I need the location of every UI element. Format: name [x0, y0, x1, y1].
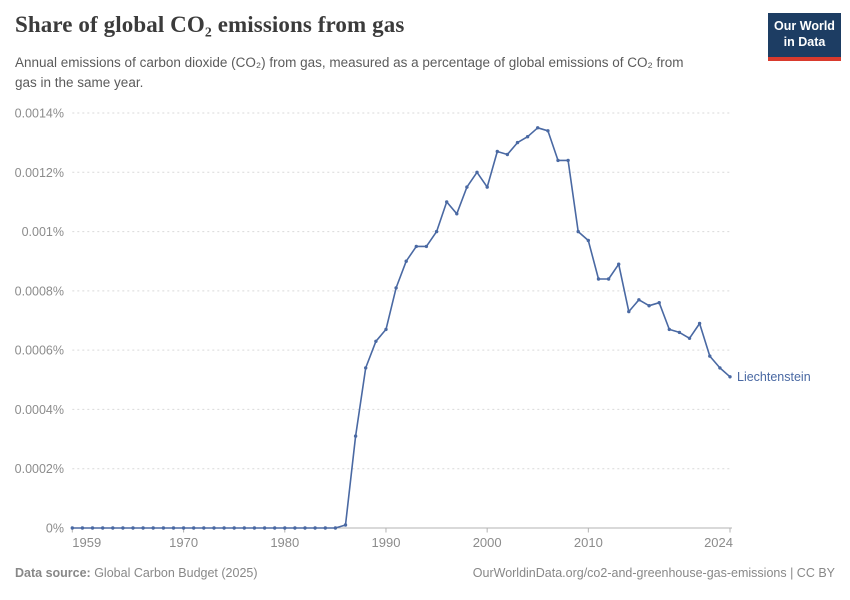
- data-point: [80, 526, 85, 530]
- owid-logo: Our World in Data: [768, 13, 841, 61]
- data-point: [536, 126, 540, 130]
- data-point: [262, 526, 267, 530]
- data-point: [505, 152, 510, 157]
- data-point: [647, 304, 651, 308]
- data-point: [131, 526, 135, 530]
- data-point: [515, 140, 520, 145]
- data-point: [434, 229, 439, 234]
- data-point: [252, 526, 257, 530]
- line-chart: 0% 0.0002% 0.0004% 0.0006% 0.0008% 0.001% 0.00…: [0, 95, 850, 565]
- data-point: [313, 526, 317, 530]
- data-point: [525, 135, 530, 139]
- y-axis-tick-label: 0.0004%: [15, 403, 64, 417]
- data-point: [718, 366, 722, 370]
- data-point: [606, 277, 611, 281]
- data-point: [90, 526, 95, 530]
- data-point: [343, 523, 348, 527]
- y-axis-tick-label: 0.0012%: [15, 166, 64, 180]
- data-point: [70, 526, 75, 530]
- data-point: [556, 158, 560, 163]
- data-point: [273, 526, 277, 530]
- data-source-text: Global Carbon Budget (2025): [90, 566, 258, 580]
- y-axis-tick-label: 0.0008%: [15, 284, 64, 298]
- data-point: [485, 185, 489, 189]
- data-point: [353, 434, 358, 438]
- data-point: [222, 526, 226, 530]
- data-point: [283, 526, 287, 530]
- data-source-label: Data source:: [15, 566, 91, 580]
- data-point: [546, 129, 550, 133]
- chart-footer: Data source: Global Carbon Budget (2025)…: [15, 566, 835, 580]
- data-point: [596, 277, 601, 281]
- y-axis-tick-label: 0.001%: [22, 225, 64, 239]
- y-axis-tick-label: 0%: [46, 522, 64, 536]
- x-axis-tick-label: 2024: [704, 535, 733, 550]
- data-point: [667, 327, 671, 332]
- chart-svg: 0% 0.0002% 0.0004% 0.0006% 0.0008% 0.001% 0.00…: [15, 107, 811, 551]
- data-point: [374, 339, 378, 343]
- data-point: [617, 262, 621, 266]
- owid-link[interactable]: OurWorldinData.org/co2-and-greenhouse-ga…: [472, 566, 835, 580]
- x-axis-tick-label: 2010: [574, 535, 603, 550]
- data-point: [586, 238, 590, 243]
- data-point: [111, 526, 115, 530]
- data-point: [303, 526, 307, 530]
- chart-subtitle: Annual emissions of carbon dioxide (CO₂)…: [15, 55, 684, 90]
- data-point: [657, 301, 661, 305]
- data-point: [394, 286, 398, 290]
- y-axis-tick-label: 0.0002%: [15, 462, 64, 476]
- data-point: [323, 526, 327, 530]
- data-point: [708, 354, 712, 358]
- data-point: [202, 526, 206, 530]
- series-end-label: Liechtenstein: [737, 370, 811, 384]
- owid-logo-line1: Our World: [774, 19, 835, 34]
- data-point: [475, 170, 479, 174]
- data-point: [677, 330, 682, 335]
- data-point: [384, 327, 388, 332]
- x-axis-tick-label: 1970: [169, 535, 198, 550]
- data-point: [141, 526, 145, 530]
- data-source: Data source: Global Carbon Budget (2025): [15, 566, 258, 580]
- data-point: [414, 244, 418, 249]
- x-axis-tick-label: 2000: [473, 535, 502, 550]
- data-line: [71, 126, 731, 529]
- owid-logo-line2: in Data: [783, 35, 826, 49]
- data-point: [364, 366, 368, 370]
- x-axis-tick-label: 1990: [372, 535, 401, 550]
- page-title: Share of global CO₂ emissions from gas: [15, 12, 405, 37]
- data-point: [333, 526, 338, 530]
- data-point: [576, 229, 580, 234]
- data-point: [424, 244, 429, 249]
- data-point: [627, 309, 631, 314]
- data-point: [121, 526, 125, 530]
- data-point: [728, 375, 732, 379]
- data-point: [232, 526, 236, 530]
- data-point: [192, 526, 196, 530]
- data-point: [465, 185, 469, 189]
- x-axis-tick-label: 1959: [72, 535, 101, 550]
- data-point: [455, 212, 459, 216]
- data-point: [181, 526, 186, 530]
- y-axis-tick-label: 0.0014%: [15, 107, 64, 121]
- data-point: [161, 526, 166, 530]
- data-point: [404, 259, 408, 263]
- data-point: [445, 200, 449, 204]
- data-point: [151, 526, 155, 530]
- x-axis-tick-label: 1980: [270, 535, 299, 550]
- data-point: [697, 321, 702, 326]
- data-point: [495, 149, 499, 154]
- data-point: [566, 158, 570, 163]
- data-point: [293, 526, 297, 530]
- data-point: [687, 336, 692, 340]
- y-axis-tick-label: 0.0006%: [15, 344, 64, 358]
- data-point: [212, 526, 216, 530]
- data-point: [637, 298, 641, 302]
- data-point: [101, 526, 105, 530]
- data-point: [242, 526, 246, 530]
- data-point: [171, 526, 176, 530]
